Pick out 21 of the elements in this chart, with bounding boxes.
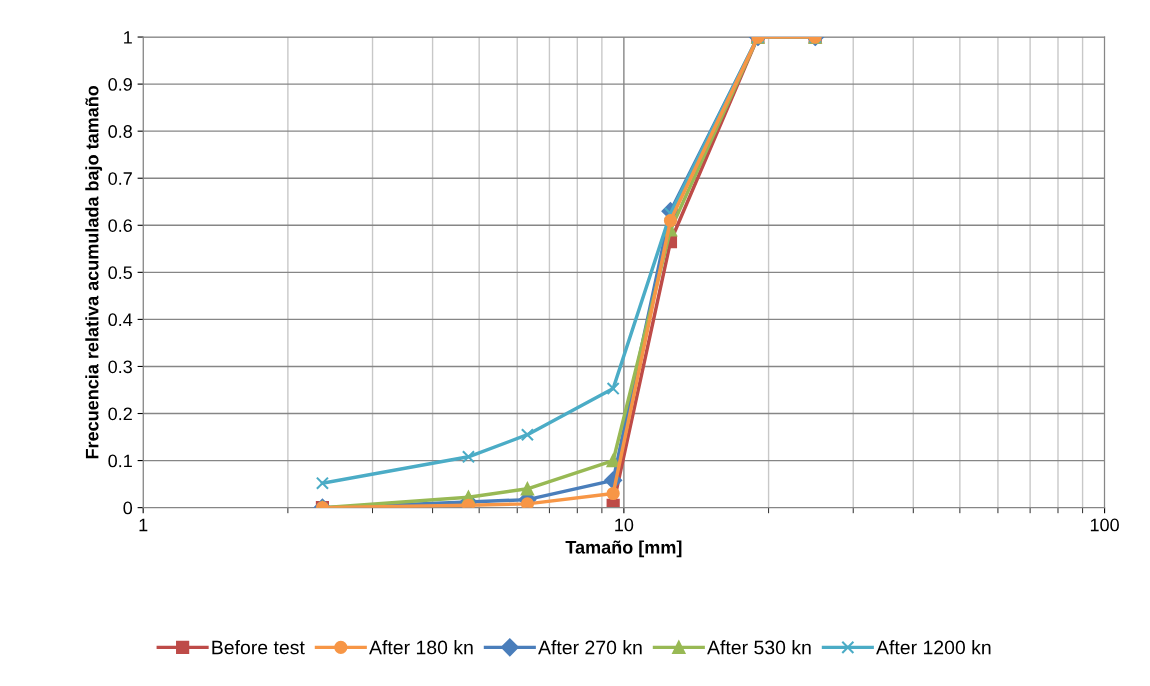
x-tick-label: 100 xyxy=(1090,518,1119,532)
legend-label: After 180 kn xyxy=(369,640,473,655)
y-tick-label: 0.6 xyxy=(108,219,132,232)
y-tick-label: 0 xyxy=(123,501,133,515)
x-tick-label: 1 xyxy=(139,518,148,532)
legend-label: After 530 kn xyxy=(707,640,811,655)
y-tick-label: 0.3 xyxy=(108,360,132,374)
y-tick-label: 0.5 xyxy=(108,266,132,280)
y-tick-label: 0.7 xyxy=(108,172,132,185)
y-tick-label: 0.9 xyxy=(108,78,132,91)
y-tick-label: 1 xyxy=(124,31,132,44)
x-axis-title: Tamaño [mm] xyxy=(565,540,682,558)
y-tick-label: 0.2 xyxy=(108,407,132,421)
y-axis-title: Frecuencia relativa acumulada bajo tamaño xyxy=(85,85,103,459)
legend-label: Before test xyxy=(212,640,305,655)
legend-label: After 270 kn xyxy=(538,640,642,655)
y-tick-label: 0.1 xyxy=(108,454,132,468)
y-tick-label: 0.4 xyxy=(108,313,133,327)
x-tick-label: 10 xyxy=(615,518,634,532)
y-tick-label: 0.8 xyxy=(108,125,132,138)
legend-label: After 1200 kn xyxy=(876,640,991,655)
